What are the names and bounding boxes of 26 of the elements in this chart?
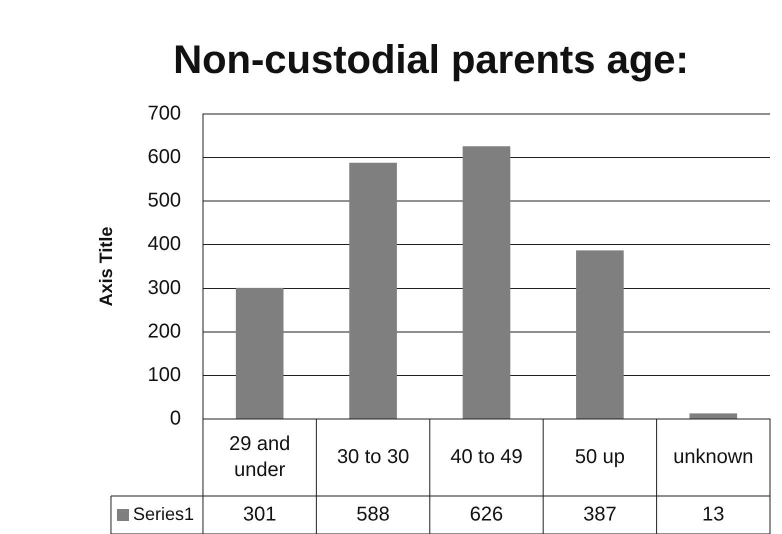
y-tick-label: 700 bbox=[148, 102, 181, 125]
y-tick-label: 600 bbox=[148, 146, 181, 168]
bar bbox=[462, 146, 510, 418]
y-tick-label: 200 bbox=[148, 320, 181, 342]
bar bbox=[689, 413, 738, 418]
x-tick-label: 30 to 30 bbox=[336, 446, 410, 468]
x-tick-label: 50 up bbox=[574, 446, 625, 468]
y-tick-label: 0 bbox=[170, 408, 181, 430]
data-label: 13 bbox=[702, 504, 724, 526]
data-label: 588 bbox=[356, 504, 390, 526]
data-label: 387 bbox=[583, 504, 617, 526]
x-tick-label: 29 and under bbox=[229, 433, 290, 482]
bar bbox=[349, 162, 397, 418]
bar bbox=[236, 288, 284, 418]
data-label: 626 bbox=[470, 504, 504, 526]
legend-label: Series1 bbox=[132, 504, 194, 524]
chart-title: Non-custodial parents age: bbox=[173, 38, 689, 82]
y-tick-label: 300 bbox=[148, 276, 181, 299]
y-tick-label: 100 bbox=[148, 364, 181, 386]
y-tick-label: 400 bbox=[148, 233, 181, 256]
y-tick-label: 500 bbox=[148, 190, 181, 212]
y-axis-title: Axis Title bbox=[96, 226, 116, 306]
bar bbox=[576, 250, 624, 418]
x-tick-label: unknown bbox=[673, 446, 754, 468]
data-label: 301 bbox=[242, 504, 276, 526]
x-tick-label: 40 to 49 bbox=[450, 446, 523, 468]
